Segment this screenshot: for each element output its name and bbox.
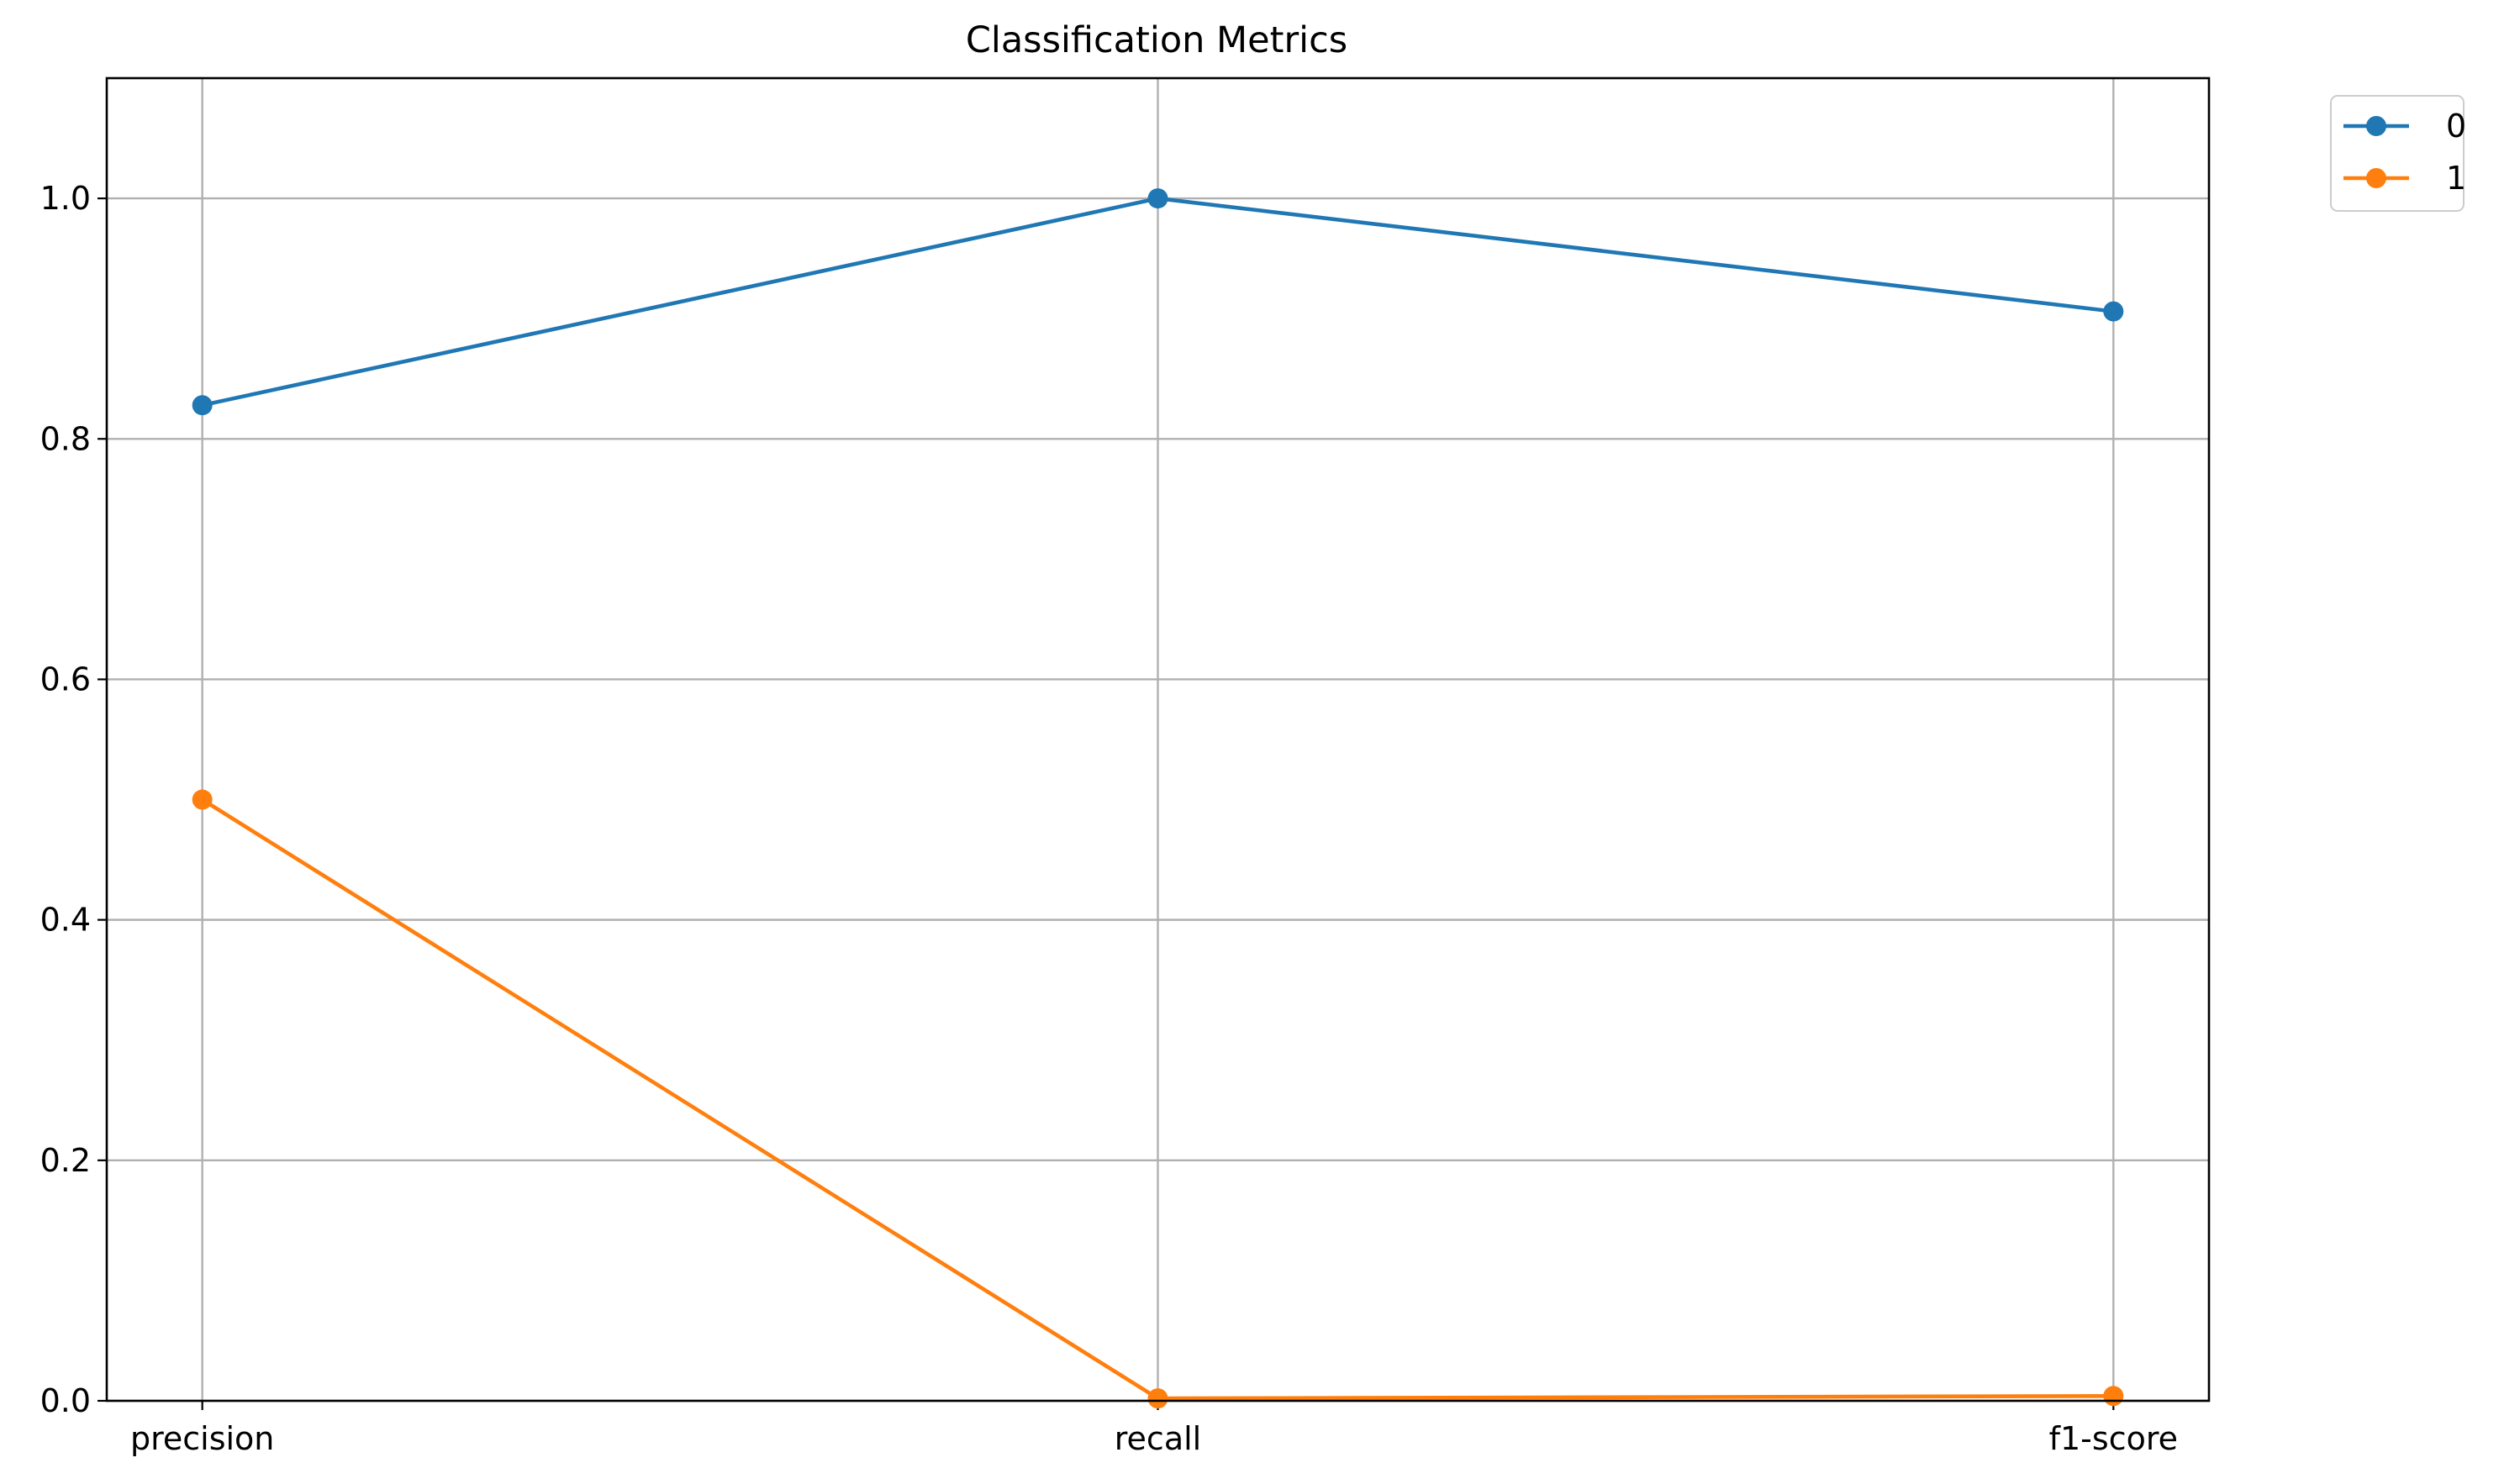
legend-marker-0: [2366, 116, 2386, 136]
data-point-0-precision: [192, 395, 213, 416]
y-tick-label: 0.2: [40, 1142, 91, 1179]
series-group: [192, 188, 2124, 1409]
legend-entry-1: 1: [2343, 160, 2466, 197]
legend-box: [2330, 95, 2464, 212]
legend-label-0: 0: [2446, 108, 2466, 145]
data-point-1-recall: [1147, 1388, 1168, 1409]
chart-title: Classification Metrics: [966, 19, 1347, 61]
legend-entry-0: 0: [2343, 108, 2466, 145]
axis-ticks: 0.0 0.2 0.4 0.6 0.8 1.0 precision recall f1-scor…: [40, 180, 2178, 1457]
y-tick-label: 1.0: [40, 180, 91, 217]
data-point-0-recall: [1147, 188, 1168, 209]
y-tick-label: 0.4: [40, 902, 91, 939]
y-tick-label: 0.8: [40, 420, 91, 457]
legend-label-1: 1: [2446, 160, 2466, 197]
legend: 0 1: [2330, 95, 2466, 212]
data-point-0-f1-score: [2103, 301, 2124, 322]
axes-frame: [105, 76, 2211, 1402]
y-tick-label: 0.0: [40, 1382, 91, 1419]
data-point-1-f1-score: [2103, 1386, 2124, 1407]
data-point-1-precision: [192, 789, 213, 810]
x-tick-label: precision: [130, 1420, 274, 1457]
legend-marker-1: [2366, 168, 2386, 188]
x-tick-label: f1-score: [2049, 1420, 2178, 1457]
y-tick-label: 0.6: [40, 660, 91, 697]
series-0: [192, 188, 2124, 416]
x-tick-label: recall: [1115, 1420, 1201, 1457]
